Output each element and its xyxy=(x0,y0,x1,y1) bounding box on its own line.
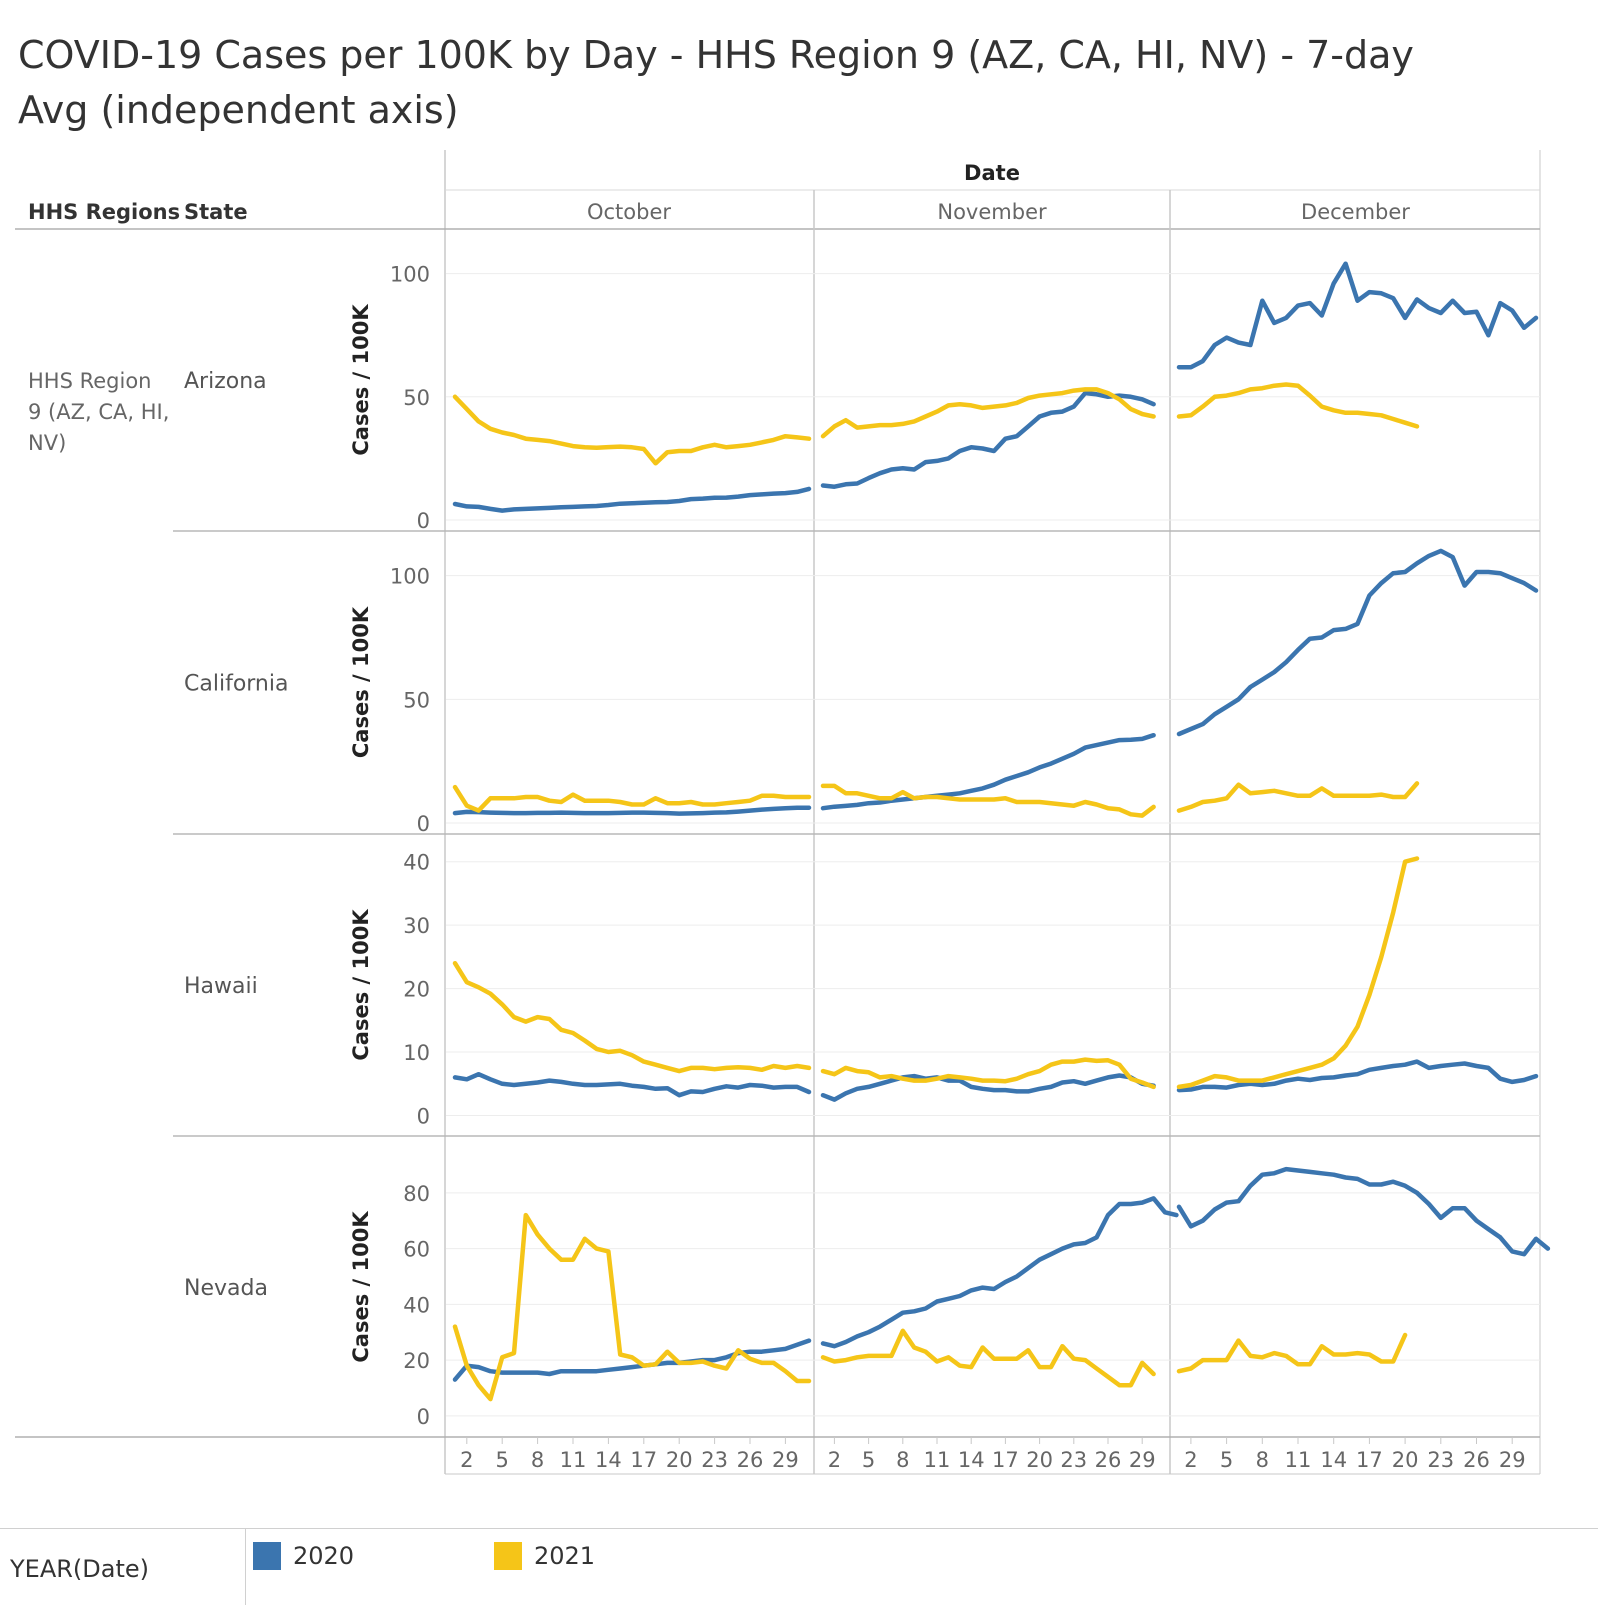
series-line-california-2021-november xyxy=(820,783,1156,818)
y-tick-label: 0 xyxy=(417,1405,430,1429)
x-tick-label: 20 xyxy=(1392,1448,1419,1472)
y-tick-label: 20 xyxy=(403,1349,430,1373)
x-tick-label: 2 xyxy=(828,1448,841,1472)
x-tick-label: 14 xyxy=(595,1448,622,1472)
y-tick-label: 30 xyxy=(403,914,430,938)
series-line-california-2020-october xyxy=(452,805,812,816)
region-label-line-1: 9 (AZ, CA, HI, xyxy=(28,400,169,424)
state-label-arizona: Arizona xyxy=(184,369,267,394)
x-tick-label: 17 xyxy=(1356,1448,1383,1472)
y-tick-label: 40 xyxy=(403,851,430,875)
date-header: Date xyxy=(964,161,1020,185)
legend-divider xyxy=(245,1529,246,1605)
x-tick-label: 2 xyxy=(460,1448,473,1472)
x-tick-label: 26 xyxy=(737,1448,764,1472)
month-header-december: December xyxy=(1301,200,1410,224)
state-header: State xyxy=(184,200,248,224)
x-tick-label: 11 xyxy=(560,1448,587,1472)
x-tick-label: 20 xyxy=(666,1448,693,1472)
series-line-california-2020-december xyxy=(1176,548,1539,737)
state-label-nevada: Nevada xyxy=(184,1276,268,1301)
series-line-hawaii-2021-october xyxy=(452,960,812,1074)
legend-swatch-2020 xyxy=(253,1542,281,1570)
legend: YEAR(Date) 2020 2021 xyxy=(0,1528,1598,1605)
legend-label-2020: 2020 xyxy=(293,1542,355,1570)
y-tick-label: 0 xyxy=(417,812,430,836)
x-tick-label: 8 xyxy=(531,1448,544,1472)
x-tick-label: 17 xyxy=(992,1448,1019,1472)
state-label-hawaii: Hawaii xyxy=(184,974,258,999)
series-line-hawaii-2020-october xyxy=(452,1071,812,1098)
y-axis-title-california: Cases / 100K xyxy=(349,606,373,758)
month-header-october: October xyxy=(587,200,671,224)
y-tick-label: 100 xyxy=(390,263,430,287)
series-line-arizona-2020-december xyxy=(1176,261,1539,370)
x-tick-label: 11 xyxy=(924,1448,951,1472)
x-tick-label: 29 xyxy=(1499,1448,1526,1472)
y-tick-label: 0 xyxy=(417,509,430,533)
x-tick-label: 8 xyxy=(1256,1448,1269,1472)
y-tick-label: 60 xyxy=(403,1238,430,1262)
x-tick-label: 8 xyxy=(896,1448,909,1472)
legend-label-2021: 2021 xyxy=(534,1542,596,1570)
x-tick-label: 23 xyxy=(701,1448,728,1472)
x-tick-label: 23 xyxy=(1060,1448,1087,1472)
series-line-arizona-2021-november xyxy=(820,387,1156,439)
y-axis-title-hawaii: Cases / 100K xyxy=(349,909,373,1061)
x-tick-label: 26 xyxy=(1463,1448,1490,1472)
series-line-hawaii-2021-november xyxy=(820,1057,1156,1090)
x-tick-label: 5 xyxy=(862,1448,875,1472)
y-tick-label: 50 xyxy=(403,386,430,410)
y-axis-title-nevada: Cases / 100K xyxy=(349,1211,373,1363)
x-tick-label: 26 xyxy=(1095,1448,1122,1472)
month-header-november: November xyxy=(937,200,1047,224)
series-line-california-2020-november xyxy=(820,732,1156,811)
chart-svg: Date HHS Regions State October November Decem… xyxy=(15,150,1551,1475)
x-tick-label: 11 xyxy=(1285,1448,1312,1472)
x-tick-label: 20 xyxy=(1026,1448,1053,1472)
series-line-nevada-2020-november xyxy=(820,1196,1179,1349)
y-axis-title-arizona: Cases / 100K xyxy=(349,304,373,456)
series-line-hawaii-2020-november xyxy=(820,1073,1156,1102)
chart-title: COVID-19 Cases per 100K by Day - HHS Reg… xyxy=(18,33,1414,132)
state-label-california: California xyxy=(184,672,288,697)
series-line-nevada-2021-november xyxy=(820,1328,1156,1388)
x-tick-label: 17 xyxy=(630,1448,657,1472)
legend-swatch-2021 xyxy=(494,1542,522,1570)
y-tick-label: 50 xyxy=(403,688,430,712)
series-line-nevada-2020-october xyxy=(452,1338,812,1382)
x-tick-label: 5 xyxy=(496,1448,509,1472)
region-label-line-2: NV) xyxy=(28,431,66,455)
series-line-arizona-2021-october xyxy=(452,394,812,466)
y-tick-label: 0 xyxy=(417,1104,430,1128)
series-line-hawaii-2021-december xyxy=(1176,856,1420,1090)
y-tick-label: 40 xyxy=(403,1293,430,1317)
legend-item-2021[interactable]: 2021 xyxy=(494,1541,595,1571)
y-tick-label: 20 xyxy=(403,978,430,1002)
series-line-california-2021-october xyxy=(452,784,812,813)
x-tick-label: 29 xyxy=(1129,1448,1156,1472)
x-tick-label: 29 xyxy=(772,1448,799,1472)
y-tick-label: 80 xyxy=(403,1182,430,1206)
region-label-line-0: HHS Region xyxy=(28,369,151,393)
series-line-california-2021-december xyxy=(1176,781,1420,813)
y-tick-label: 100 xyxy=(390,565,430,589)
series-line-nevada-2021-december xyxy=(1176,1332,1408,1374)
x-tick-label: 5 xyxy=(1220,1448,1233,1472)
x-tick-label: 23 xyxy=(1427,1448,1454,1472)
x-tick-label: 14 xyxy=(1320,1448,1347,1472)
hhs-regions-header: HHS Regions xyxy=(28,200,180,224)
series-line-arizona-2021-december xyxy=(1176,382,1420,429)
series-line-arizona-2020-october xyxy=(452,486,812,513)
series-line-nevada-2021-october xyxy=(452,1212,812,1402)
series-line-hawaii-2020-december xyxy=(1176,1059,1539,1093)
series-line-arizona-2020-november xyxy=(820,390,1156,489)
legend-item-2020[interactable]: 2020 xyxy=(253,1541,354,1571)
x-tick-label: 2 xyxy=(1184,1448,1197,1472)
series-line-nevada-2020-december xyxy=(1176,1166,1551,1257)
y-tick-label: 10 xyxy=(403,1041,430,1065)
legend-title: YEAR(Date) xyxy=(10,1555,150,1583)
x-tick-label: 14 xyxy=(958,1448,985,1472)
